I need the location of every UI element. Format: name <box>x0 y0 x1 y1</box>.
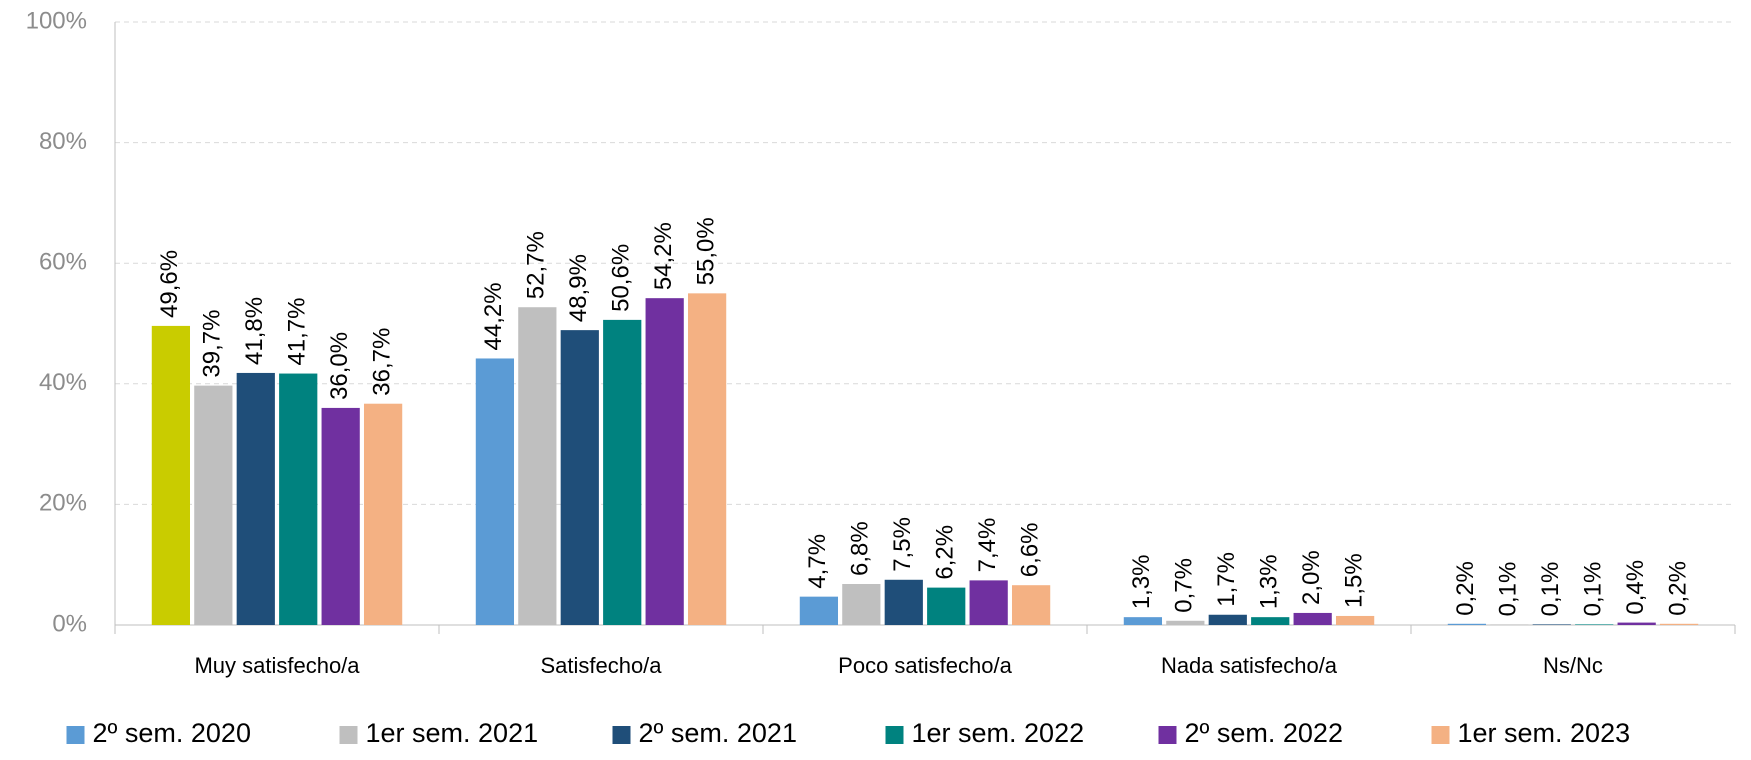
bar <box>1490 624 1529 625</box>
bar <box>927 587 966 625</box>
legend-swatch <box>66 726 85 744</box>
x-tick-label: Poco satisfecho/a <box>838 653 1012 678</box>
bar <box>518 307 557 625</box>
bar <box>842 583 881 625</box>
bar <box>1251 617 1290 625</box>
bar <box>1208 614 1247 625</box>
value-label: 6,8% <box>847 521 874 576</box>
value-label: 2,0% <box>1298 550 1325 605</box>
y-tick-label: 100% <box>26 7 87 34</box>
value-label: 1,3% <box>1128 554 1155 609</box>
x-tick-label: Muy satisfecho/a <box>194 653 360 678</box>
bar <box>1293 612 1332 625</box>
value-label: 0,1% <box>1580 562 1607 617</box>
value-label: 6,6% <box>1016 522 1043 577</box>
value-label: 55,0% <box>692 217 719 285</box>
value-label: 48,9% <box>565 254 592 322</box>
legend-label: 2º sem. 2020 <box>93 718 251 748</box>
x-tick-label: Ns/Nc <box>1543 653 1603 678</box>
value-label: 1,5% <box>1340 553 1367 608</box>
bar <box>1447 623 1487 625</box>
legend-swatch <box>1158 726 1177 744</box>
bar <box>1011 585 1051 625</box>
bar <box>279 373 318 625</box>
value-label: 36,0% <box>326 332 353 400</box>
y-tick-label: 60% <box>39 249 87 276</box>
value-label: 7,4% <box>974 518 1001 573</box>
value-label: 4,7% <box>804 534 831 589</box>
value-label: 0,2% <box>1664 561 1691 616</box>
bar <box>1617 622 1656 625</box>
value-label: 36,7% <box>368 328 395 396</box>
bar <box>969 580 1008 625</box>
bar <box>799 596 839 625</box>
bar <box>1532 624 1571 625</box>
bar <box>1659 623 1699 625</box>
y-tick-label: 80% <box>39 128 87 155</box>
bar <box>475 358 515 625</box>
legend-swatch <box>339 726 358 744</box>
legend-label: 2º sem. 2022 <box>1185 718 1343 748</box>
x-tick-label: Nada satisfecho/a <box>1161 653 1338 678</box>
bar <box>687 293 727 625</box>
legend-swatch <box>612 726 631 744</box>
value-label: 39,7% <box>199 310 226 378</box>
y-tick-label: 20% <box>39 490 87 517</box>
bar <box>1575 624 1614 625</box>
value-label: 1,7% <box>1213 552 1240 607</box>
bar <box>645 298 684 625</box>
value-label: 41,8% <box>241 297 268 365</box>
y-tick-label: 0% <box>52 610 87 637</box>
bar <box>560 330 599 625</box>
value-label: 6,2% <box>932 525 959 580</box>
bar <box>236 372 275 625</box>
bar <box>194 385 233 625</box>
value-label: 41,7% <box>284 297 311 365</box>
legend-label: 1er sem. 2022 <box>912 718 1085 748</box>
bar <box>603 319 642 625</box>
bar <box>1123 617 1163 625</box>
value-label: 52,7% <box>523 231 550 299</box>
value-label: 0,1% <box>1495 562 1522 617</box>
value-label: 54,2% <box>650 222 677 290</box>
legend-swatch <box>885 726 904 744</box>
bar <box>321 407 360 625</box>
value-label: 1,3% <box>1256 554 1283 609</box>
bar <box>1335 615 1375 625</box>
value-label: 0,4% <box>1622 560 1649 615</box>
legend-label: 2º sem. 2021 <box>639 718 797 748</box>
bar <box>363 403 403 625</box>
value-label: 0,2% <box>1452 561 1479 616</box>
value-label: 0,7% <box>1171 558 1198 613</box>
bar <box>884 579 923 625</box>
legend-label: 1er sem. 2023 <box>1458 718 1631 748</box>
y-tick-label: 40% <box>39 369 87 396</box>
bar <box>151 325 191 625</box>
value-label: 50,6% <box>608 244 635 312</box>
legend-label: 1er sem. 2021 <box>366 718 539 748</box>
legend-swatch <box>1431 726 1450 744</box>
value-label: 44,2% <box>480 282 507 350</box>
value-label: 49,6% <box>156 250 183 318</box>
x-tick-label: Satisfecho/a <box>540 653 662 678</box>
bar <box>1166 620 1205 625</box>
value-label: 0,1% <box>1537 562 1564 617</box>
value-label: 7,5% <box>889 517 916 572</box>
